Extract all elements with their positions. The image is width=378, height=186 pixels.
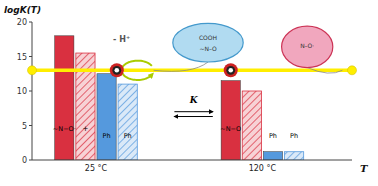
annotation: - H⁺ <box>113 35 130 44</box>
annotation: ∼N−O <box>220 125 241 133</box>
annotation: Ph <box>124 132 132 140</box>
blob <box>282 26 333 67</box>
bar <box>221 81 240 160</box>
bar <box>55 36 74 160</box>
connector <box>154 62 208 71</box>
bar <box>284 152 303 160</box>
blob <box>173 23 243 62</box>
annotation: ∼N−O· <box>53 125 76 133</box>
annotation: K <box>189 95 199 105</box>
annotation: Ph <box>103 132 111 140</box>
x-axis <box>32 160 352 161</box>
y-axis-label: logK(T) <box>4 5 41 15</box>
y-tick-label: 5 <box>22 122 27 131</box>
y-tick-label: 15 <box>17 53 27 62</box>
annotation: COOH <box>199 34 217 41</box>
bar <box>118 84 137 160</box>
annotation: Ph <box>290 132 298 140</box>
target-inner <box>115 68 120 73</box>
y-tick-label: 20 <box>17 18 27 27</box>
bar <box>263 152 282 160</box>
bar <box>97 74 116 160</box>
target-inner <box>228 68 233 73</box>
chart: 0 5 10 15 20 25 °C 120 °C logK(T) T - H⁺ K COOH ∼N–O… <box>0 0 378 186</box>
reference-dot <box>28 66 37 75</box>
target-outer <box>110 63 124 77</box>
annotation: + <box>83 125 89 133</box>
annotation: N–O· <box>300 42 314 49</box>
bar <box>242 91 261 160</box>
target-mid <box>112 66 121 75</box>
annotation: Ph <box>269 132 277 140</box>
equilibrium-arrow <box>174 116 212 117</box>
reference-dot <box>348 66 357 75</box>
equilibrium-arrow <box>174 111 212 112</box>
y-axis <box>32 22 33 160</box>
connector <box>307 68 342 74</box>
y-tick-label: 0 <box>22 156 27 165</box>
category-label: 120 °C <box>249 164 277 173</box>
target-outer <box>224 63 238 77</box>
target-mid <box>226 66 235 75</box>
x-axis-label: T <box>360 163 369 174</box>
category-label: 25 °C <box>85 164 108 173</box>
y-tick-label: 10 <box>17 87 27 96</box>
annotation: ∼N–O <box>199 45 217 52</box>
